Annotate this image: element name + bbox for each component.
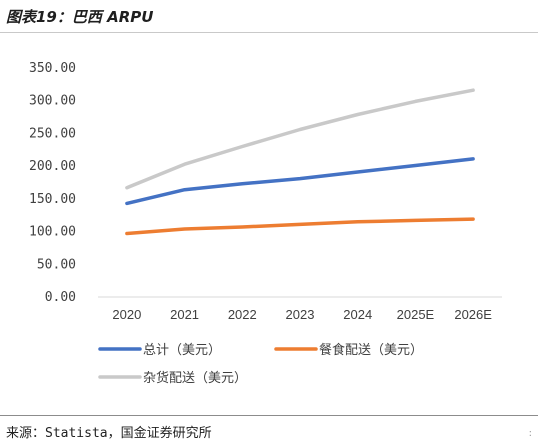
- line-chart: 0.00 50.00 100.00 150.00 200.00 250.00 300.00 3…: [29, 61, 502, 386]
- series-line-2: [125, 88, 475, 190]
- y-tick-label: 300.00: [29, 94, 76, 109]
- y-tick-label: 50.00: [37, 257, 76, 272]
- x-tick-label: 2026E: [454, 307, 492, 322]
- y-axis: 0.00 50.00 100.00 150.00 200.00 250.00 300.00 3…: [29, 61, 76, 305]
- corner-mark: :: [528, 428, 532, 439]
- y-tick-label: 250.00: [29, 126, 76, 141]
- x-tick-label: 2022: [228, 307, 257, 322]
- y-tick-label: 350.00: [29, 61, 76, 76]
- series-lines: [125, 88, 475, 236]
- series-line-0: [125, 157, 475, 206]
- y-tick-label: 0.00: [45, 290, 76, 305]
- x-tick-label: 2020: [112, 307, 141, 322]
- y-tick-label: 200.00: [29, 159, 76, 174]
- x-axis: 2020 2021 2022 2023 2024 2025E 2026E: [98, 296, 502, 322]
- legend-label-2: 杂货配送（美元）: [143, 370, 247, 386]
- legend-label-1: 餐食配送（美元）: [319, 342, 423, 358]
- x-tick-label: 2024: [343, 307, 372, 322]
- figure-title: 图表19：巴西 ARPU: [6, 8, 154, 26]
- x-tick-label: 2021: [170, 307, 199, 322]
- legend: 总计（美元） 餐食配送（美元） 杂货配送（美元）: [98, 342, 423, 386]
- source-note: 来源：Statista，国金证券研究所: [6, 426, 212, 441]
- y-tick-label: 100.00: [29, 225, 76, 240]
- legend-label-0: 总计（美元）: [143, 343, 221, 358]
- x-tick-label: 2025E: [397, 307, 435, 322]
- top-divider: [0, 32, 538, 33]
- bottom-divider: [0, 415, 538, 416]
- x-tick-label: 2023: [286, 307, 315, 322]
- y-tick-label: 150.00: [29, 192, 76, 207]
- series-line-1: [125, 217, 475, 236]
